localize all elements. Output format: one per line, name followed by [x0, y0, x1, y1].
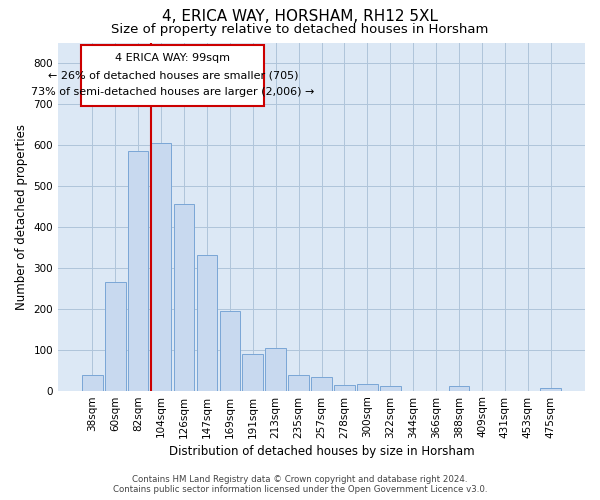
Text: ← 26% of detached houses are smaller (705): ← 26% of detached houses are smaller (70… [47, 70, 298, 81]
FancyBboxPatch shape [82, 44, 264, 106]
Bar [220, 310, 240, 390]
Bar [265, 348, 286, 391]
Bar [357, 384, 377, 390]
Bar [173, 204, 194, 390]
Bar [82, 376, 103, 390]
Bar [151, 143, 172, 390]
X-axis label: Distribution of detached houses by size in Horsham: Distribution of detached houses by size … [169, 444, 475, 458]
Text: Size of property relative to detached houses in Horsham: Size of property relative to detached ho… [112, 22, 488, 36]
Bar [288, 375, 309, 390]
Bar [197, 256, 217, 390]
Y-axis label: Number of detached properties: Number of detached properties [15, 124, 28, 310]
Bar [311, 377, 332, 390]
Text: 4 ERICA WAY: 99sqm: 4 ERICA WAY: 99sqm [115, 53, 230, 63]
Bar [105, 282, 125, 391]
Bar [242, 354, 263, 391]
Text: 4, ERICA WAY, HORSHAM, RH12 5XL: 4, ERICA WAY, HORSHAM, RH12 5XL [162, 9, 438, 24]
Bar [541, 388, 561, 390]
Bar [334, 385, 355, 390]
Bar [380, 386, 401, 390]
Text: Contains HM Land Registry data © Crown copyright and database right 2024.
Contai: Contains HM Land Registry data © Crown c… [113, 474, 487, 494]
Text: 73% of semi-detached houses are larger (2,006) →: 73% of semi-detached houses are larger (… [31, 88, 314, 98]
Bar [449, 386, 469, 390]
Bar [128, 151, 148, 390]
